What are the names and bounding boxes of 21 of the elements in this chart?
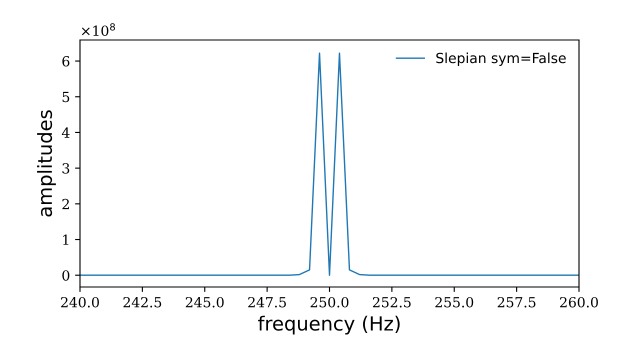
x-tick-label: 247.5 bbox=[248, 296, 286, 308]
x-tick-label: 260.0 bbox=[560, 296, 598, 308]
y-tick-label: 4 bbox=[62, 127, 70, 138]
x-tick-label: 242.5 bbox=[123, 296, 162, 308]
line-series bbox=[80, 52, 579, 276]
y-tick-label: 0 bbox=[62, 270, 70, 281]
y-tick-label: 2 bbox=[62, 198, 69, 210]
y-tick-label: 6 bbox=[62, 56, 70, 67]
x-tick-label: 255.0 bbox=[435, 296, 474, 308]
y-axis-title: amplitudes bbox=[37, 110, 56, 217]
x-tick-label: 257.5 bbox=[498, 296, 536, 308]
text: ×10$^{8}$ bbox=[82, 23, 115, 36]
x-tick-label: 240.0 bbox=[61, 296, 99, 308]
y-tick-label: 3 bbox=[62, 163, 70, 174]
x-tick-label: 245.0 bbox=[186, 296, 224, 308]
y-tick-label: 1 bbox=[63, 234, 68, 245]
legend-label: Slepian sym=False bbox=[436, 52, 566, 66]
y-tick-label: 5 bbox=[62, 92, 70, 102]
x-tick-label: 250.0 bbox=[310, 296, 348, 308]
x-axis-title: frequency (Hz) bbox=[258, 316, 400, 335]
x-tick-label: 252.5 bbox=[372, 296, 411, 308]
